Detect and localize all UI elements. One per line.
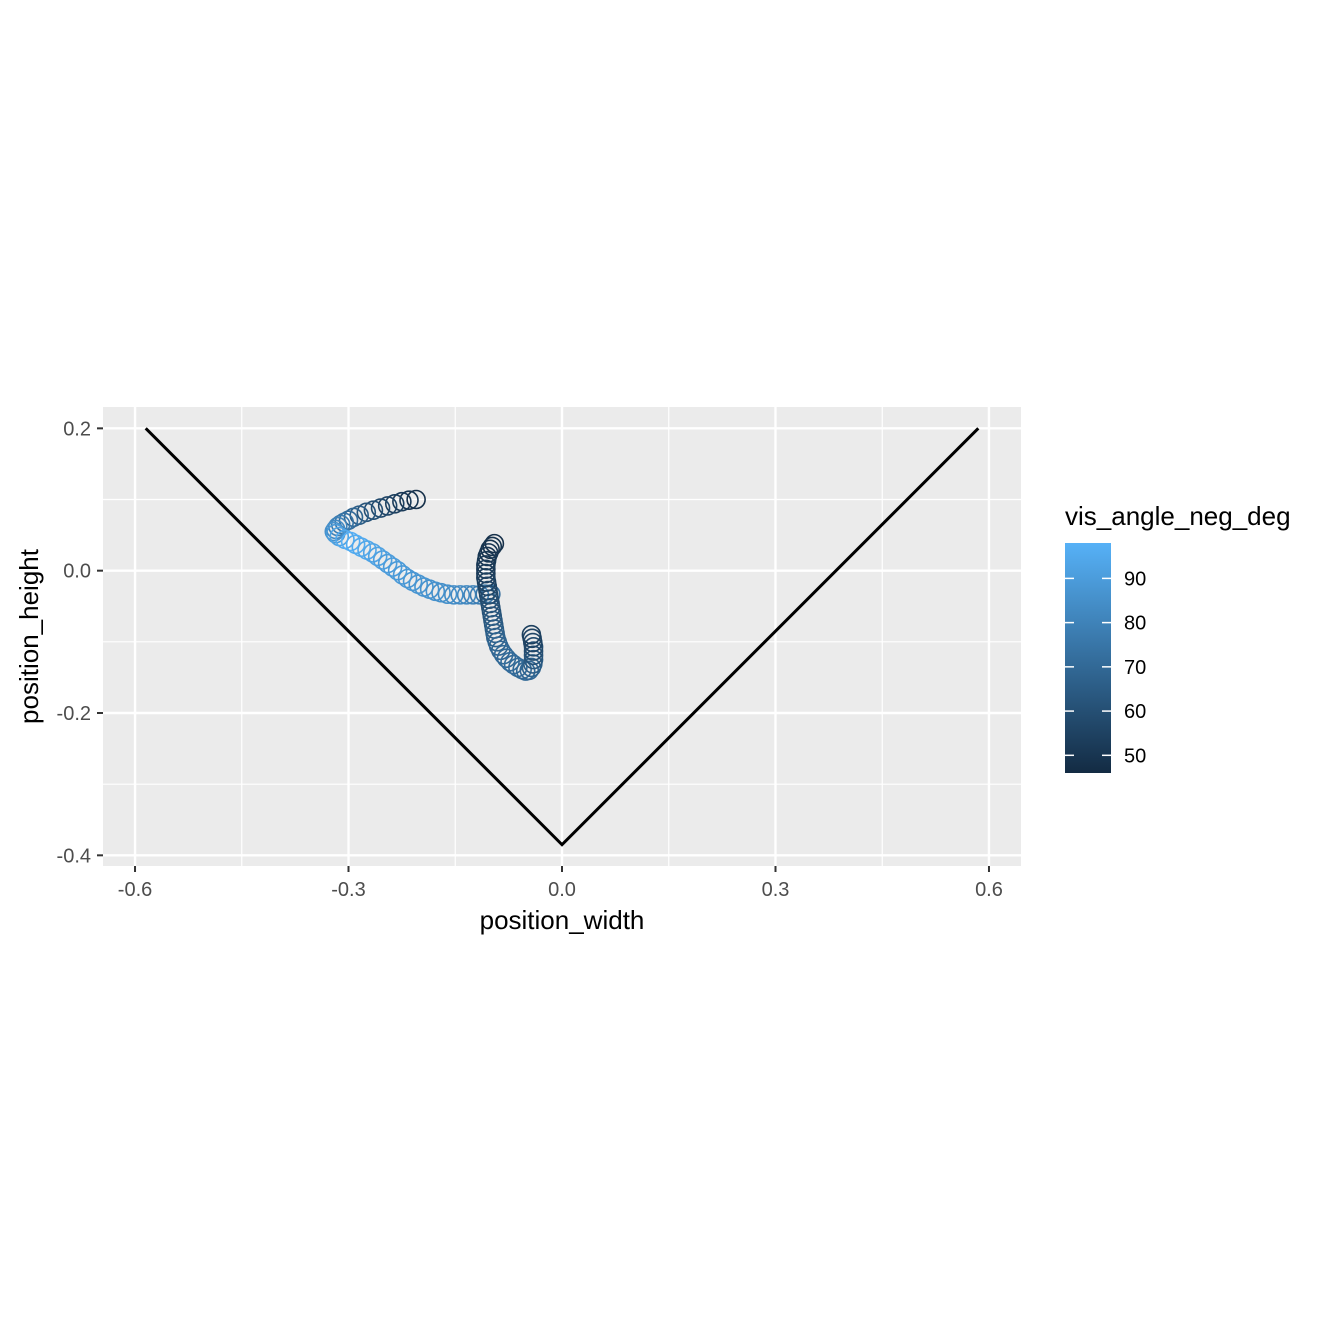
data-point <box>484 533 505 554</box>
data-point <box>437 584 458 604</box>
data-point <box>476 559 496 580</box>
data-point <box>382 557 403 577</box>
legend-tick-label: 90 <box>1124 568 1146 590</box>
data-point <box>367 546 388 567</box>
grid-major <box>103 407 1021 866</box>
data-point <box>397 568 418 589</box>
data-point <box>377 553 398 574</box>
data-point <box>392 491 412 512</box>
data-point <box>330 514 351 535</box>
data-point <box>523 645 544 666</box>
legend-ticks: 50 60 70 80 90 <box>1065 568 1146 767</box>
data-point <box>493 644 514 665</box>
x-tick-label: 0.3 <box>762 879 790 901</box>
data-point <box>370 498 391 518</box>
data-points <box>324 489 544 681</box>
data-point <box>523 641 544 661</box>
y-tick-label: 0.2 <box>63 418 91 440</box>
legend-tick-label: 60 <box>1124 701 1146 723</box>
data-point <box>387 560 408 581</box>
x-tick-label: -0.6 <box>118 879 152 901</box>
legend-title: vis_angle_neg_deg <box>1065 501 1291 531</box>
y-tick-label: -0.2 <box>57 703 91 725</box>
x-tick-label: 0.0 <box>548 879 576 901</box>
y-tick-label: 0.0 <box>63 561 91 583</box>
y-tick-label: -0.4 <box>57 845 91 867</box>
data-point <box>521 624 542 645</box>
x-tick-label: 0.6 <box>975 879 1003 901</box>
data-point <box>372 550 393 570</box>
x-tick-label: -0.3 <box>331 879 365 901</box>
data-point <box>476 555 496 575</box>
x-axis: -0.6 -0.3 0.0 0.3 0.6 <box>118 866 1003 901</box>
data-point <box>399 490 419 511</box>
data-point <box>444 585 464 605</box>
legend-tick-label: 80 <box>1124 613 1146 635</box>
data-point <box>362 543 383 563</box>
data-point <box>523 649 544 670</box>
data-point <box>324 521 345 542</box>
data-point <box>343 507 364 528</box>
boundary-line <box>144 427 980 847</box>
data-point <box>377 496 398 516</box>
data-point <box>340 531 361 552</box>
legend-tick-label: 50 <box>1124 745 1146 767</box>
data-point <box>363 500 384 520</box>
data-point <box>392 565 413 585</box>
x-axis-title: position_width <box>480 905 645 935</box>
y-axis-title: position_height <box>14 548 44 724</box>
legend-colorbar <box>1065 543 1111 773</box>
legend: vis_angle_neg_deg 50 60 70 80 90 <box>1065 501 1291 773</box>
data-point <box>384 493 405 514</box>
data-point <box>325 523 346 544</box>
data-point <box>450 585 471 605</box>
data-point <box>406 489 426 510</box>
data-point <box>431 582 451 603</box>
legend-tick-label: 70 <box>1124 657 1146 679</box>
y-axis: -0.4 -0.2 0.0 0.2 <box>57 418 103 867</box>
data-point <box>328 516 348 537</box>
